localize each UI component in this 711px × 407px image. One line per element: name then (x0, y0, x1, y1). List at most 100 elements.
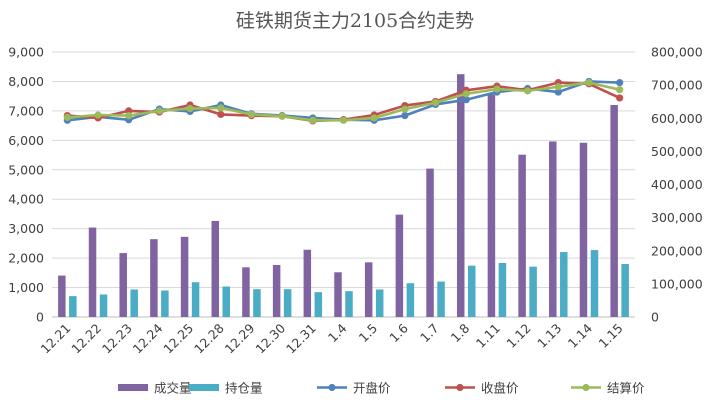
left-tick-label: 8,000 (8, 74, 44, 89)
bar-持仓量 (253, 289, 261, 317)
point-结算价 (339, 116, 348, 124)
legend-marker-开盘价 (328, 383, 336, 392)
bar-持仓量 (498, 263, 507, 317)
right-tick-label: 100,000 (651, 276, 703, 291)
legend-label: 收盘价 (481, 381, 519, 396)
x-tick-label: 1.6 (386, 320, 411, 345)
x-tick-label: 1.13 (534, 321, 564, 351)
left-tick-label: 5,000 (8, 162, 44, 177)
right-tick-label: 200,000 (651, 243, 703, 258)
point-开盘价 (462, 96, 470, 104)
x-tick-label: 12.30 (252, 320, 288, 356)
bar-成交量 (119, 253, 127, 317)
legend-label: 开盘价 (353, 381, 391, 396)
bar-持仓量 (529, 266, 537, 317)
point-开盘价 (401, 112, 409, 120)
right-tick-label: 800,000 (651, 45, 703, 60)
bar-成交量 (610, 105, 618, 317)
gridlines (52, 51, 635, 318)
right-tick-label: 600,000 (651, 111, 703, 126)
left-tick-label: 4,000 (8, 192, 44, 207)
bar-持仓量 (314, 292, 323, 317)
bar-持仓量 (69, 296, 77, 317)
x-tick-label: 1.4 (325, 320, 350, 345)
point-结算价 (462, 90, 470, 98)
bar-持仓量 (375, 289, 384, 317)
legend-label: 成交量 (154, 381, 192, 396)
bar-持仓量 (621, 264, 629, 317)
legend-swatch-成交量 (118, 384, 148, 391)
bar-持仓量 (560, 252, 568, 317)
bar-成交量 (487, 94, 496, 318)
point-结算价 (247, 110, 256, 119)
point-结算价 (309, 116, 317, 124)
right-tick-label: 700,000 (651, 78, 703, 93)
point-收盘价 (616, 94, 624, 102)
point-结算价 (370, 114, 378, 122)
left-tick-label: 1,000 (8, 280, 44, 295)
bar-持仓量 (345, 291, 353, 317)
x-tick-label: 1.11 (473, 321, 503, 351)
legend-marker-收盘价 (456, 383, 464, 392)
bar-成交量 (303, 249, 312, 317)
legend: 成交量 持仓量 开盘价 收盘价 结算价 (118, 381, 645, 396)
point-结算价 (493, 85, 501, 93)
x-tick-label: 1.8 (448, 320, 473, 345)
line-group (63, 77, 624, 125)
x-tick-label: 12.25 (160, 321, 196, 357)
x-tick-label: 1.7 (417, 321, 442, 346)
x-tick-label: 12.23 (99, 321, 135, 357)
left-tick-label: 2,000 (8, 251, 44, 266)
bar-持仓量 (283, 289, 292, 317)
right-tick-label: 400,000 (651, 177, 703, 192)
right-tick-label: 300,000 (651, 210, 703, 225)
right-axis-ticks: 0 100,000 200,000 300,000 400,000 500,000 600,… (651, 45, 703, 325)
point-结算价 (94, 111, 102, 119)
point-开盘价 (554, 88, 562, 96)
x-axis-ticks: 12.2112.2212.2312.2412.2512.2812.2912.30… (38, 320, 626, 356)
bar-持仓量 (437, 281, 445, 317)
bar-成交量 (88, 227, 97, 317)
bar-成交量 (395, 214, 404, 317)
bar-成交量 (334, 272, 342, 317)
bar-成交量 (58, 275, 66, 317)
x-tick-label: 12.29 (222, 320, 258, 356)
bar-成交量 (364, 262, 373, 317)
right-tick-label: 0 (651, 310, 659, 325)
left-tick-label: 0 (36, 310, 44, 325)
point-结算价 (524, 87, 532, 95)
bar-成交量 (211, 220, 220, 317)
point-收盘价 (217, 110, 225, 119)
bar-成交量 (272, 264, 281, 317)
point-结算价 (125, 112, 133, 120)
point-开盘价 (616, 79, 624, 87)
legend-swatch-持仓量 (189, 384, 219, 391)
point-结算价 (278, 112, 286, 120)
left-tick-label: 6,000 (8, 133, 44, 148)
bar-成交量 (242, 267, 250, 317)
point-结算价 (155, 107, 163, 115)
legend-label: 结算价 (607, 381, 645, 396)
point-结算价 (63, 113, 71, 121)
x-tick-label: 1.14 (565, 320, 595, 350)
bar-持仓量 (161, 290, 169, 317)
x-tick-label: 1.12 (503, 321, 533, 351)
left-tick-label: 9,000 (8, 45, 44, 60)
bar-group (58, 74, 629, 318)
point-结算价 (186, 104, 194, 113)
point-结算价 (616, 86, 624, 94)
bar-持仓量 (130, 289, 138, 317)
left-tick-label: 3,000 (8, 221, 44, 236)
bar-成交量 (456, 74, 465, 317)
bar-成交量 (426, 168, 434, 317)
x-tick-label: 1.5 (356, 321, 381, 346)
x-tick-label: 12.22 (68, 321, 104, 357)
bar-成交量 (518, 154, 526, 317)
left-tick-label: 7,000 (8, 103, 44, 118)
x-tick-label: 12.21 (38, 321, 74, 357)
bar-持仓量 (222, 286, 231, 317)
bar-成交量 (150, 239, 158, 317)
bar-持仓量 (99, 294, 108, 317)
